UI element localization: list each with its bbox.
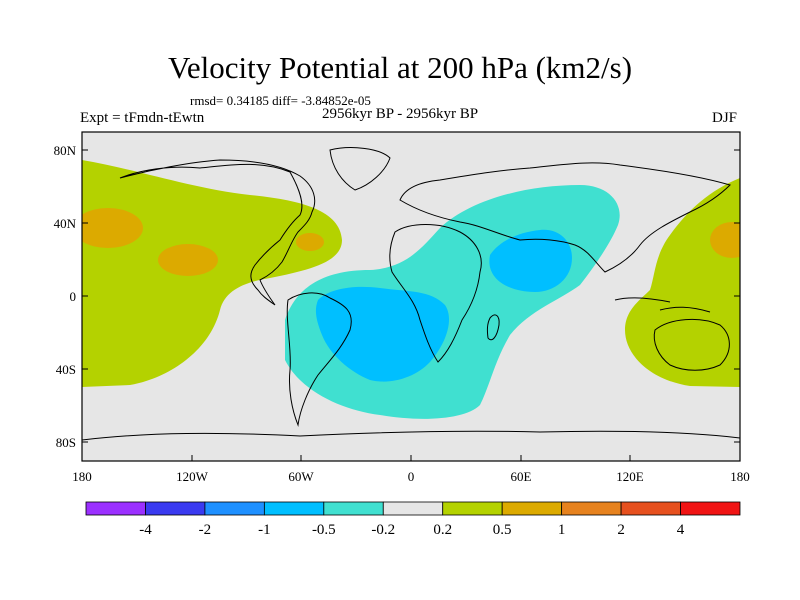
lon-label-180e: 180 bbox=[730, 469, 750, 484]
coast-indonesia bbox=[614, 297, 711, 313]
colorbar-swatch bbox=[145, 501, 206, 516]
colorbar-label: -0.2 bbox=[371, 522, 395, 538]
positive-max-west-pacific bbox=[710, 222, 740, 258]
colorbar-label: -2 bbox=[199, 522, 212, 538]
lon-label-0: 0 bbox=[408, 469, 415, 484]
positive-region-east-pacific bbox=[82, 160, 342, 387]
axis-ticks bbox=[81, 149, 741, 461]
colorbar-swatch bbox=[263, 501, 325, 516]
colorbar-label: 0.2 bbox=[433, 522, 452, 538]
lat-label-40n: 40N bbox=[54, 216, 77, 231]
negative-core-south-atlantic bbox=[315, 286, 450, 382]
lon-label-120e: 120E bbox=[616, 469, 644, 484]
coast-south-america bbox=[286, 292, 352, 427]
colorbar-label: -1 bbox=[258, 522, 271, 538]
colorbar-swatch bbox=[323, 501, 384, 516]
lat-label-0: 0 bbox=[70, 289, 77, 304]
season-label: DJF bbox=[712, 110, 738, 126]
colorbar-swatch bbox=[85, 501, 146, 516]
lon-label-60w: 60W bbox=[288, 469, 314, 484]
positive-max-north-atlantic bbox=[296, 233, 324, 251]
colorbar-swatch bbox=[501, 501, 563, 516]
coast-greenland bbox=[329, 147, 391, 191]
rmsd-diff-stats: rmsd= 0.34185 diff= -3.84852e-05 bbox=[190, 93, 371, 108]
positive-max-north-pacific bbox=[82, 208, 143, 248]
coast-australia bbox=[653, 318, 730, 371]
coast-antarctica bbox=[82, 430, 740, 441]
colorbar-label: 0.5 bbox=[493, 522, 512, 538]
lat-label-80s: 80S bbox=[56, 435, 76, 450]
colorbar-label: 2 bbox=[617, 522, 625, 538]
colorbar-swatch bbox=[204, 501, 265, 516]
plot-title: Velocity Potential at 200 hPa (km2/s) bbox=[167, 50, 633, 85]
colorbar-swatch bbox=[561, 501, 622, 516]
map-panel bbox=[82, 132, 740, 461]
period-label: 2956kyr BP - 2956kyr BP bbox=[322, 106, 479, 122]
positive-region-west-pacific bbox=[625, 178, 740, 387]
coast-north-america bbox=[119, 159, 316, 306]
colorbar-swatch bbox=[382, 501, 444, 516]
colorbar-swatch bbox=[680, 501, 741, 516]
colorbar-label: -0.5 bbox=[312, 522, 336, 538]
negative-core-arabia-india bbox=[489, 229, 572, 292]
lon-label-120w: 120W bbox=[176, 469, 209, 484]
coast-africa bbox=[389, 224, 482, 363]
colorbar-labels: -4 -2 -1 -0.5 -0.2 0.2 0.5 1 2 4 bbox=[139, 522, 685, 538]
colorbar-label: 4 bbox=[677, 522, 685, 538]
experiment-label: Expt = tFmdn-tEwtn bbox=[80, 110, 205, 126]
colorbar-swatch bbox=[442, 501, 503, 516]
lat-label-80n: 80N bbox=[54, 143, 77, 158]
colorbar-label: -4 bbox=[139, 522, 152, 538]
lon-label-60e: 60E bbox=[511, 469, 532, 484]
positive-max-central-pacific bbox=[158, 244, 218, 276]
coast-europe bbox=[399, 162, 731, 273]
lat-label-40s: 40S bbox=[56, 362, 76, 377]
coastlines bbox=[82, 147, 740, 441]
lon-label-180w: 180 bbox=[72, 469, 92, 484]
colorbar-label: 1 bbox=[558, 522, 566, 538]
colorbar bbox=[85, 501, 741, 516]
coast-madagascar bbox=[486, 314, 500, 341]
colorbar-swatch bbox=[620, 501, 681, 516]
